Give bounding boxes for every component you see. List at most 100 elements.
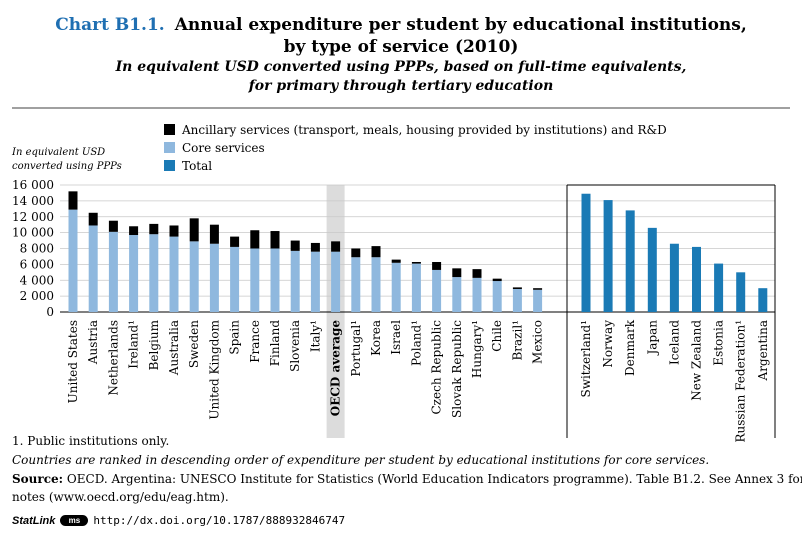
source-note-line-1: Source: OECD. Argentina: UNESCO Institut… bbox=[12, 471, 802, 487]
bar-core-chile bbox=[492, 281, 502, 312]
bar-core-slovenia bbox=[290, 250, 300, 312]
bar-core-ireland bbox=[129, 235, 139, 312]
footnote-public-institutions: 1. Public institutions only. bbox=[12, 434, 170, 448]
x-tick-label-chile: Chile bbox=[490, 320, 504, 352]
bar-total-japan bbox=[647, 227, 657, 312]
bar-total-iceland bbox=[669, 243, 679, 312]
legend-swatch-ancillary-services-transport-m bbox=[164, 124, 175, 135]
bar-core-portugal bbox=[351, 257, 361, 312]
legend-label-core-services: Core services bbox=[182, 141, 265, 155]
source-label: Source: bbox=[12, 472, 64, 486]
bar-ancillary-united-kingdom bbox=[209, 224, 219, 244]
x-tick-label-japan: Japan bbox=[645, 320, 659, 357]
bar-ancillary-israel bbox=[391, 259, 401, 263]
bar-ancillary-netherlands bbox=[108, 220, 118, 232]
statlink-logo-icon: ms bbox=[60, 515, 89, 526]
y-tick-label-0: 0 bbox=[46, 305, 54, 319]
x-tick-label-australia: Australia bbox=[167, 320, 181, 376]
bar-ancillary-finland bbox=[270, 231, 280, 249]
bar-ancillary-chile bbox=[492, 278, 502, 282]
bar-core-france bbox=[250, 248, 260, 312]
x-tick-label-switzerland: Switzerland¹ bbox=[579, 320, 593, 398]
legend-label-total: Total bbox=[182, 159, 212, 173]
bar-core-austria bbox=[88, 225, 98, 312]
bar-ancillary-brazil bbox=[512, 287, 522, 289]
chart-subtitle-line-1: In equivalent USD converted using PPPs, … bbox=[115, 59, 687, 75]
x-tick-label-netherlands: Netherlands bbox=[106, 320, 120, 396]
bar-ancillary-united-states bbox=[68, 191, 78, 210]
bar-core-united-states bbox=[68, 209, 78, 312]
x-tick-label-korea: Korea bbox=[369, 320, 383, 356]
footnote-ranking: Countries are ranked in descending order… bbox=[12, 453, 710, 467]
bar-ancillary-australia bbox=[169, 225, 179, 237]
y-tick-label-2000: 2 000 bbox=[20, 289, 54, 303]
y-axis-label-line-2: converted using PPPs bbox=[12, 161, 122, 172]
y-tick-label-12000: 12 000 bbox=[12, 210, 54, 224]
legend-swatch-core-services bbox=[164, 142, 175, 153]
bar-ancillary-mexico bbox=[533, 288, 543, 290]
bar-core-slovak-republic bbox=[452, 277, 462, 312]
bar-core-brazil bbox=[512, 288, 522, 312]
bar-total-denmark bbox=[625, 210, 635, 312]
x-tick-label-finland: Finland bbox=[268, 320, 282, 367]
y-tick-label-16000: 16 000 bbox=[12, 178, 54, 192]
bar-ancillary-belgium bbox=[149, 223, 159, 235]
x-tick-label-slovenia: Slovenia bbox=[288, 320, 302, 372]
bar-ancillary-austria bbox=[88, 212, 98, 226]
bar-core-korea bbox=[371, 257, 381, 312]
bar-ancillary-spain bbox=[230, 236, 240, 247]
bar-core-czech-republic bbox=[432, 269, 442, 312]
x-tick-label-poland: Poland¹ bbox=[409, 320, 423, 366]
chart-title-line-1: Chart B1.1. Annual expenditure per studen… bbox=[0, 14, 802, 36]
bar-core-hungary bbox=[472, 277, 482, 312]
bar-core-spain bbox=[230, 246, 240, 312]
chart-title-line-2: by type of service (2010) bbox=[283, 37, 519, 57]
legend-label-ancillary-services-transport-m: Ancillary services (transport, meals, ho… bbox=[181, 123, 667, 137]
bar-ancillary-czech-republic bbox=[432, 261, 442, 270]
source-text-1: OECD. Argentina: UNESCO Institute for St… bbox=[63, 472, 802, 486]
statlink-url[interactable]: http://dx.doi.org/10.1787/888932846747 bbox=[93, 514, 346, 527]
x-tick-label-portugal: Portugal¹ bbox=[349, 320, 363, 377]
x-tick-label-sweden: Sweden bbox=[187, 320, 201, 368]
bar-core-oecd-average bbox=[331, 251, 341, 312]
x-tick-label-italy: Italy¹ bbox=[308, 320, 322, 352]
legend-swatch-total bbox=[164, 160, 175, 171]
x-tick-label-argentina: Argentina bbox=[756, 320, 770, 381]
bar-total-estonia bbox=[714, 263, 724, 312]
bar-ancillary-ireland bbox=[129, 226, 139, 236]
x-tick-label-czech-republic: Czech Republic bbox=[430, 320, 444, 415]
chart-number-label: Chart B1.1. bbox=[55, 15, 165, 35]
bar-core-sweden bbox=[189, 241, 199, 312]
bar-ancillary-korea bbox=[371, 246, 381, 258]
bar-total-argentina bbox=[758, 288, 768, 312]
x-tick-label-ireland: Ireland¹ bbox=[127, 320, 141, 369]
x-tick-label-iceland: Iceland bbox=[667, 320, 681, 365]
x-tick-label-mexico: Mexico bbox=[531, 320, 545, 364]
statlink: StatLink ms http://dx.doi.org/10.1787/88… bbox=[12, 514, 345, 527]
y-tick-label-14000: 14 000 bbox=[12, 194, 54, 208]
bar-ancillary-hungary bbox=[472, 269, 482, 278]
x-tick-label-oecd-average: OECD average bbox=[329, 320, 343, 417]
x-tick-label-brazil: Brazil¹ bbox=[510, 320, 524, 361]
y-tick-label-6000: 6 000 bbox=[20, 257, 54, 271]
bar-core-mexico bbox=[533, 289, 543, 312]
bar-core-netherlands bbox=[108, 231, 118, 312]
bar-core-israel bbox=[391, 262, 401, 312]
bar-core-australia bbox=[169, 236, 179, 312]
bar-core-italy bbox=[310, 251, 320, 312]
statlink-label: StatLink bbox=[12, 514, 56, 527]
x-tick-label-norway: Norway bbox=[601, 320, 615, 368]
chart-title-text-1: Annual expenditure per student by educat… bbox=[174, 15, 747, 35]
x-tick-label-russian-federation: Russian Federation¹ bbox=[734, 320, 748, 442]
x-tick-label-hungary: Hungary¹ bbox=[470, 320, 484, 378]
x-tick-label-spain: Spain bbox=[228, 320, 242, 355]
x-tick-label-belgium: Belgium bbox=[147, 319, 161, 370]
bar-total-switzerland bbox=[581, 193, 591, 312]
bar-core-poland bbox=[411, 263, 421, 312]
x-tick-label-israel: Israel bbox=[389, 320, 403, 355]
x-tick-label-estonia: Estonia bbox=[712, 320, 726, 366]
y-tick-label-10000: 10 000 bbox=[12, 226, 54, 240]
x-tick-label-slovak-republic: Slovak Republic bbox=[450, 320, 464, 418]
bar-core-united-kingdom bbox=[209, 243, 219, 312]
